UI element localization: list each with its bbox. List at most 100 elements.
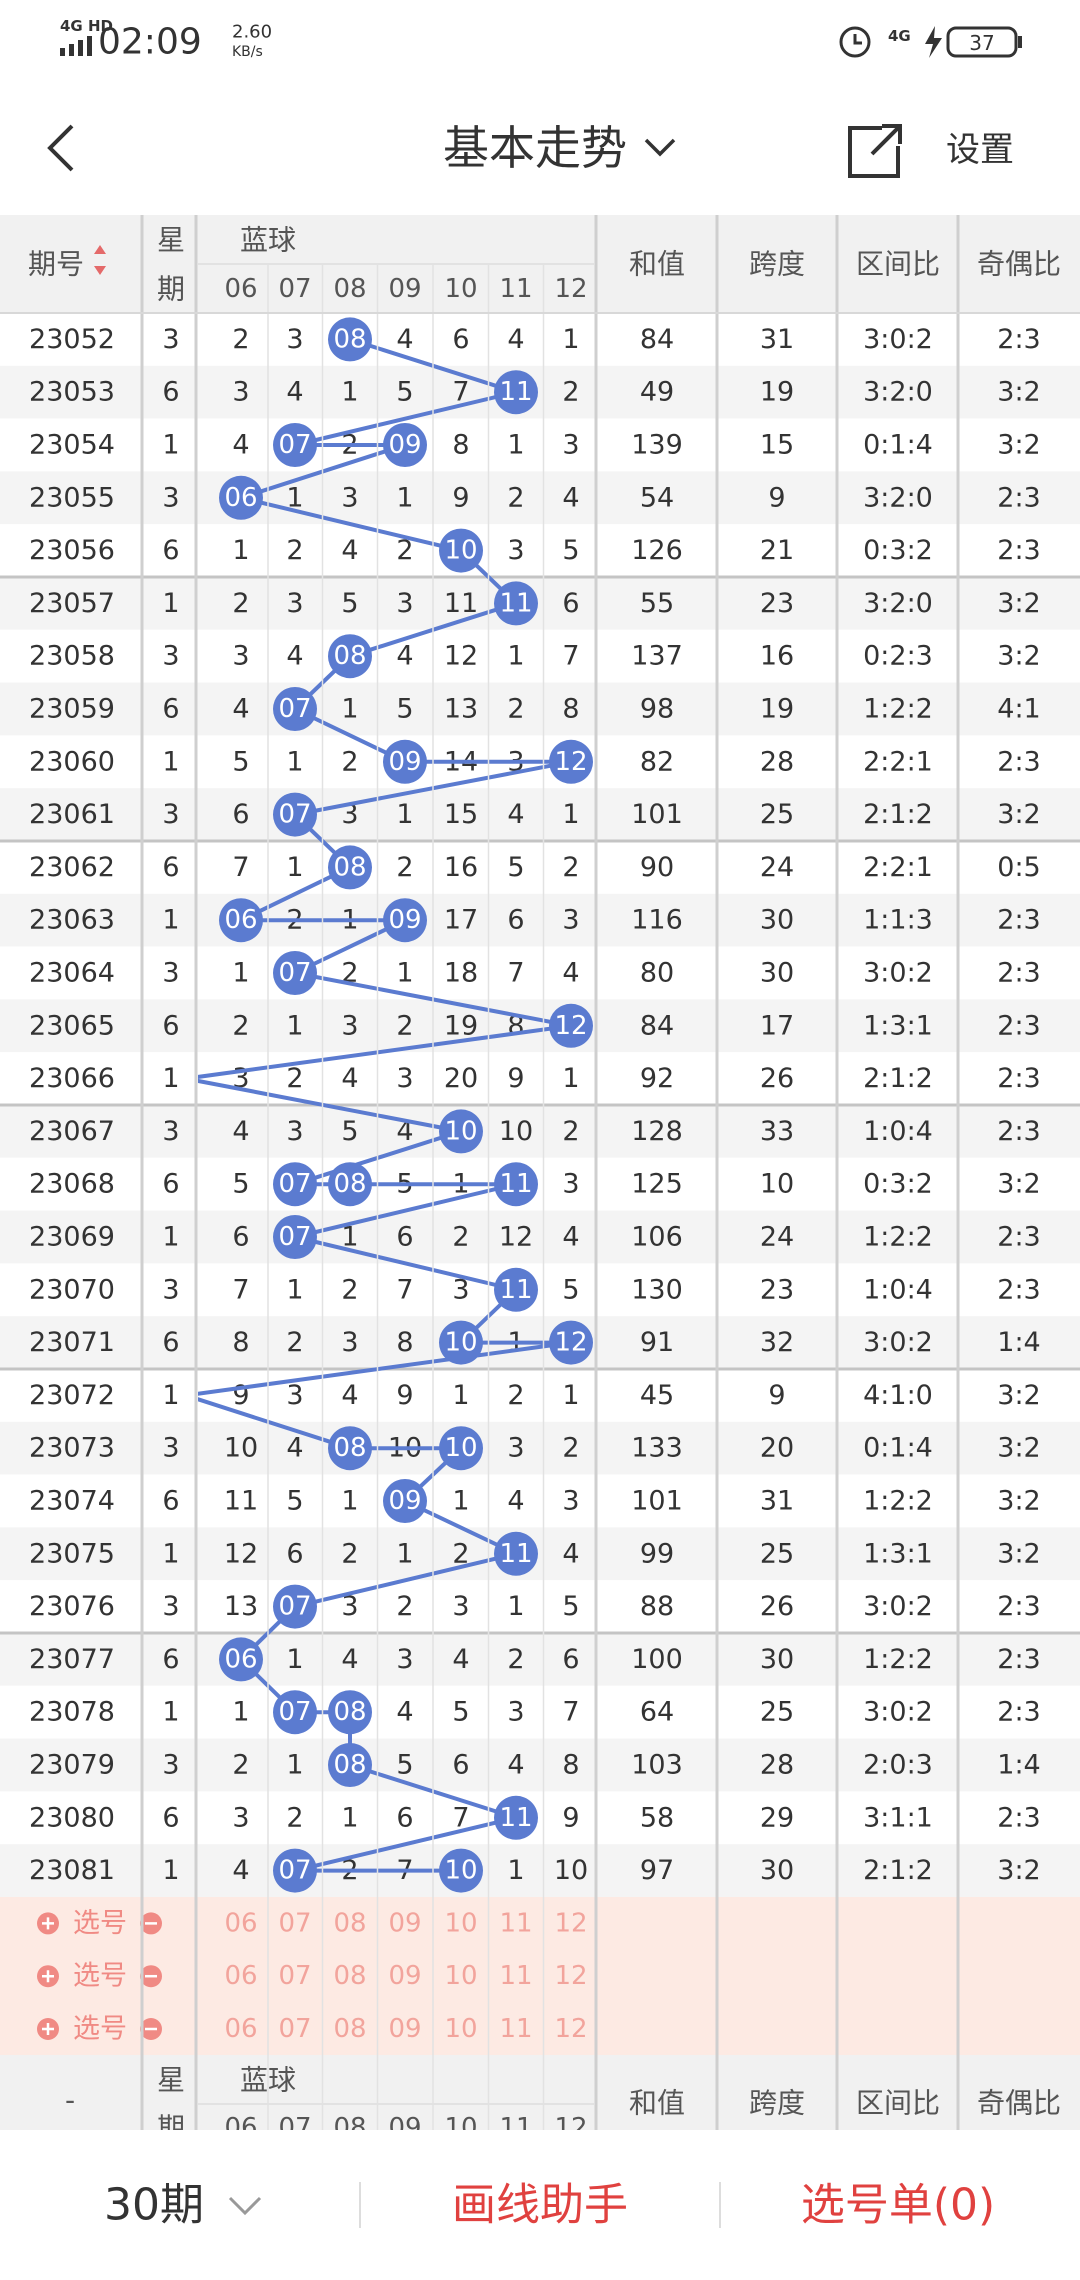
period-select[interactable]: 30期 xyxy=(104,2180,204,2231)
miss-count: 2 xyxy=(507,694,524,725)
network: 4G HD xyxy=(60,17,113,35)
period-dropdown[interactable] xyxy=(228,2196,262,2216)
miss-count: 3 xyxy=(341,1010,358,1041)
hit-ball xyxy=(494,1531,538,1576)
hit-number: 12 xyxy=(554,1328,587,1358)
hit-number: 11 xyxy=(499,1803,532,1833)
miss-count: 9 xyxy=(452,482,469,513)
parity-cell: 1:4 xyxy=(997,1750,1040,1781)
span-cell: 28 xyxy=(760,746,794,777)
share-button[interactable] xyxy=(848,124,902,178)
row-bg xyxy=(0,1844,1080,1897)
span-cell: 15 xyxy=(760,430,794,461)
miss-count: 8 xyxy=(232,1327,249,1358)
add-icon xyxy=(42,1917,54,1930)
issue-cell: 23074 xyxy=(29,1486,115,1517)
miss-count: 4 xyxy=(341,535,358,566)
miss-count: 3 xyxy=(452,1274,469,1305)
hit-number: 06 xyxy=(224,905,257,935)
miss-count: 1 xyxy=(562,324,579,355)
zone-cell: 2:2:1 xyxy=(863,852,933,883)
miss-count: 8 xyxy=(562,694,579,725)
miss-count: 3 xyxy=(452,1591,469,1622)
issue-cell: 23079 xyxy=(29,1750,115,1781)
page-title[interactable]: 基本走势 xyxy=(443,121,627,175)
miss-count: 7 xyxy=(452,377,469,408)
weekday-cell: 3 xyxy=(162,641,179,672)
row-bg xyxy=(0,629,1080,683)
pick-list-button[interactable]: 选号单(0) xyxy=(801,2180,995,2231)
title-dropdown[interactable] xyxy=(644,138,676,157)
miss-count: 3 xyxy=(286,1380,303,1411)
row-bg xyxy=(0,893,1080,947)
sum-cell: 106 xyxy=(631,1222,683,1253)
parity-footer: 奇偶比 xyxy=(977,2087,1061,2120)
hit-number: 09 xyxy=(388,430,421,460)
miss-count: 8 xyxy=(562,1750,579,1781)
span-cell: 30 xyxy=(760,958,794,989)
zone-cell: 0:3:2 xyxy=(863,535,933,566)
row-bg xyxy=(0,577,1080,630)
span-cell: 23 xyxy=(760,588,794,619)
issue-header[interactable]: 期号 xyxy=(28,248,84,281)
span-cell: 26 xyxy=(760,1591,794,1622)
issue-cell: 23069 xyxy=(29,1222,115,1253)
row-bg xyxy=(0,1421,1080,1475)
zone-cell: 1:3:1 xyxy=(863,1010,933,1041)
miss-count: 5 xyxy=(396,1750,413,1781)
miss-count: 5 xyxy=(507,852,524,883)
hit-number: 11 xyxy=(499,1169,532,1199)
draw-helper-button[interactable]: 画线助手 xyxy=(452,2180,628,2231)
hit-ball xyxy=(273,1584,317,1629)
issue-cell: 23067 xyxy=(29,1116,115,1147)
miss-count: 6 xyxy=(232,1222,249,1253)
number-header: 09 xyxy=(388,274,421,304)
zone-cell: 3:0:2 xyxy=(863,1591,933,1622)
hit-number: 12 xyxy=(554,1011,587,1041)
hit-ball xyxy=(494,1162,538,1207)
hit-number: 10 xyxy=(444,1328,477,1358)
miss-count: 1 xyxy=(286,746,303,777)
weekday-cell: 6 xyxy=(162,1010,179,1041)
miss-count: 7 xyxy=(232,852,249,883)
hit-ball xyxy=(549,1003,593,1048)
miss-count: 6 xyxy=(286,1538,303,1569)
hit-number: 11 xyxy=(499,1539,532,1569)
miss-count: 4 xyxy=(232,694,249,725)
back-button[interactable] xyxy=(47,124,74,172)
weekday-cell: 3 xyxy=(162,958,179,989)
miss-count: 2 xyxy=(286,1802,303,1833)
zone-cell: 1:0:4 xyxy=(863,1116,933,1147)
weekday-cell: 6 xyxy=(162,1327,179,1358)
parity-cell: 3:2 xyxy=(997,588,1040,619)
pick-number: 10 xyxy=(444,1961,477,1991)
miss-count: 1 xyxy=(562,1063,579,1094)
issue-cell: 23053 xyxy=(29,377,115,408)
settings-button[interactable]: 设置 xyxy=(946,130,1014,170)
miss-count: 1 xyxy=(452,1380,469,1411)
hit-number: 12 xyxy=(554,747,587,777)
hit-number: 07 xyxy=(278,1697,311,1727)
parity-cell: 3:2 xyxy=(997,1538,1040,1569)
miss-count: 1 xyxy=(396,799,413,830)
parity-cell: 2:3 xyxy=(997,1697,1040,1728)
zone-cell: 0:2:3 xyxy=(863,641,933,672)
weekday-footer: 星 xyxy=(157,2064,185,2097)
sort-icon[interactable] xyxy=(94,245,106,275)
weekday-footer: 期 xyxy=(157,2112,185,2145)
miss-count: 1 xyxy=(562,799,579,830)
sum-cell: 54 xyxy=(640,482,674,513)
miss-count: 1 xyxy=(507,1855,524,1886)
issue-cell: 23066 xyxy=(29,1063,115,1094)
miss-count: 4 xyxy=(232,430,249,461)
miss-count: 4 xyxy=(341,1380,358,1411)
zone-cell: 3:0:2 xyxy=(863,1697,933,1728)
weekday-cell: 3 xyxy=(162,1591,179,1622)
zone-cell: 2:1:2 xyxy=(863,799,933,830)
row-bg xyxy=(0,1791,1080,1845)
hit-ball xyxy=(328,1690,372,1735)
zone-cell: 1:2:2 xyxy=(863,1486,933,1517)
miss-count: 1 xyxy=(286,1010,303,1041)
